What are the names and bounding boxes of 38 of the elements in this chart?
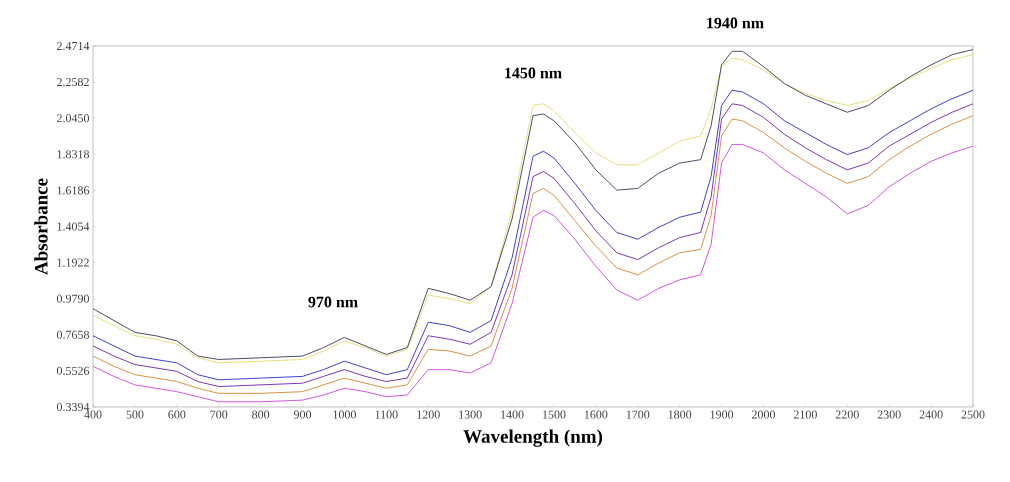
y-tick-label: 1.8318 [57,150,90,159]
y-tick-label: 0.3394 [56,402,90,412]
y-tick-label: 1.4054 [57,222,90,231]
x-axis-title: Wavelength (nm) [463,429,603,447]
y-axis-title: Absorbance [34,178,48,275]
x-tick-label: 500 [126,410,144,419]
x-tick-label: 2500 [961,410,985,419]
x-tick-label: 2100 [793,410,817,419]
x-tick-label: 1100 [375,410,398,419]
x-tick-label: 1000 [333,410,356,419]
y-tick-label: 2.0450 [57,114,90,123]
annotation: 1450 nm [505,67,562,79]
x-tick-label: 1900 [710,410,734,419]
y-tick-label: 2.2582 [57,78,89,87]
y-tick-label: 2.4714 [57,41,90,51]
y-tick-label: 1.1922 [57,258,89,267]
y-tick-label: 0.9790 [56,294,90,303]
x-tick-label: 1500 [543,410,566,419]
x-tick-label: 1800 [668,410,692,419]
x-tick-label: 2000 [752,410,776,419]
x-tick-label: 900 [293,410,312,419]
x-tick-label: 600 [168,410,186,419]
x-tick-label: 700 [210,410,228,419]
x-tick-label: 1400 [501,410,524,419]
x-tick-label: 2400 [919,410,943,419]
text: 1940 nm [707,17,764,29]
x-tick-label: 1300 [459,410,482,419]
y-tick-label: 0.7658 [56,330,90,339]
y-tick-label: 0.5526 [56,366,90,375]
x-tick-label: 1600 [584,410,608,419]
y-tick-label: 1.6186 [57,186,90,195]
x-tick-label: 1200 [417,410,440,419]
x-tick-label: 800 [252,410,270,419]
x-tick-label: 1700 [626,410,650,419]
x-tick-label: 400 [84,410,102,419]
annotation: 970 nm [308,296,358,308]
x-tick-label: 2200 [835,410,859,419]
x-tick-label: 2300 [877,410,901,419]
